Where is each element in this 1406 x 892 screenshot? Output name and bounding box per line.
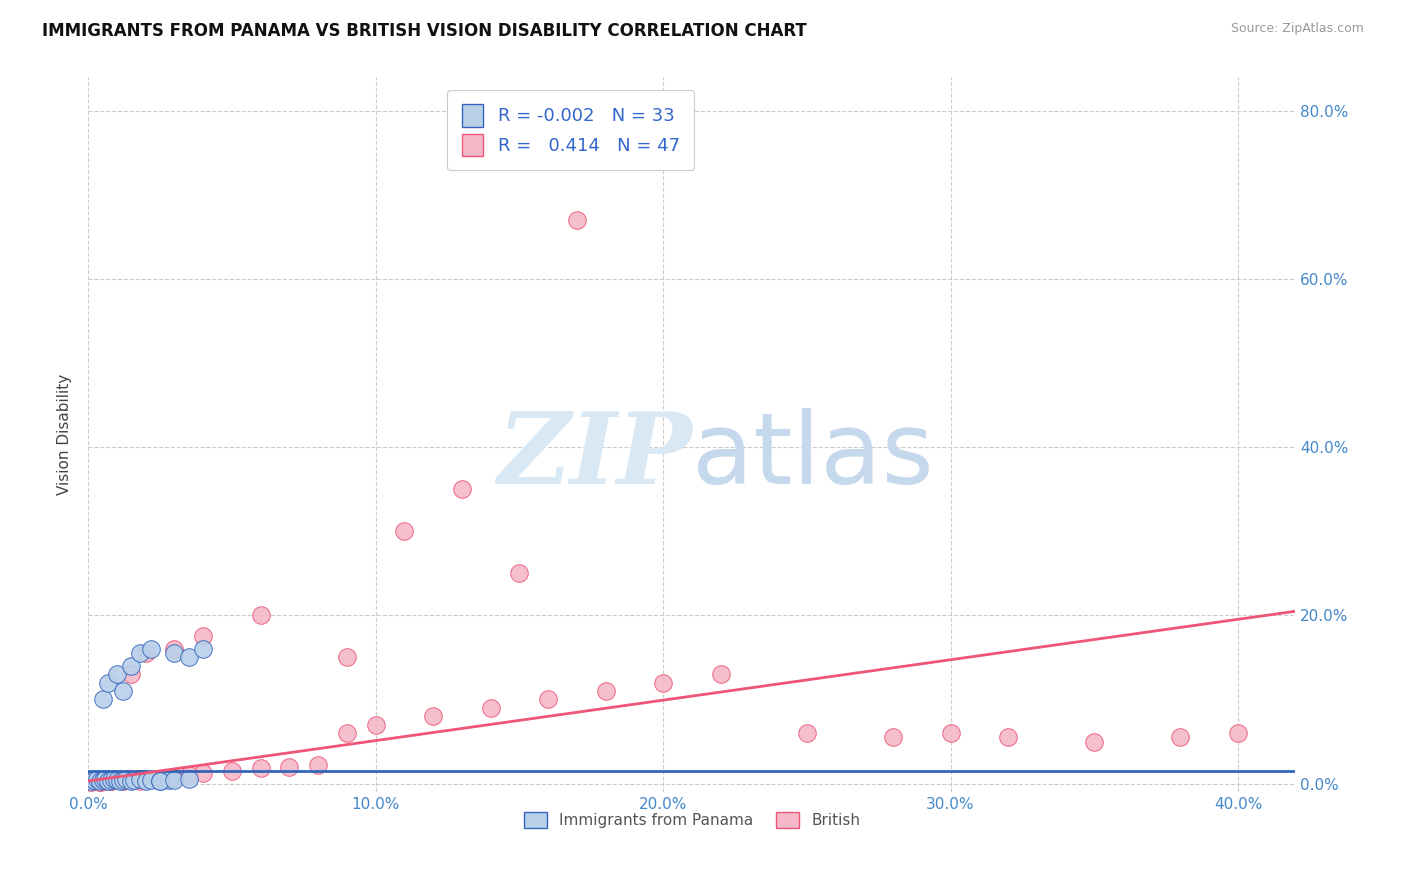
- Point: [709, 667, 731, 681]
- Point: [364, 717, 387, 731]
- Text: ZIP: ZIP: [498, 408, 693, 504]
- Point: [191, 630, 214, 644]
- Point: [94, 772, 117, 787]
- Point: [120, 658, 142, 673]
- Point: [120, 773, 142, 788]
- Point: [128, 772, 150, 787]
- Point: [89, 775, 111, 789]
- Point: [105, 773, 128, 788]
- Point: [997, 731, 1019, 745]
- Point: [394, 524, 416, 539]
- Point: [89, 775, 111, 789]
- Point: [177, 772, 200, 787]
- Point: [249, 608, 271, 623]
- Point: [86, 773, 108, 788]
- Point: [422, 709, 444, 723]
- Point: [122, 773, 145, 788]
- Point: [163, 773, 186, 788]
- Point: [565, 213, 588, 227]
- Point: [595, 684, 617, 698]
- Point: [100, 774, 122, 789]
- Point: [105, 667, 128, 681]
- Point: [91, 773, 114, 788]
- Text: IMMIGRANTS FROM PANAMA VS BRITISH VISION DISABILITY CORRELATION CHART: IMMIGRANTS FROM PANAMA VS BRITISH VISION…: [42, 22, 807, 40]
- Point: [83, 774, 105, 789]
- Point: [191, 642, 214, 657]
- Point: [149, 774, 172, 789]
- Point: [278, 760, 301, 774]
- Point: [508, 566, 530, 581]
- Text: Source: ZipAtlas.com: Source: ZipAtlas.com: [1230, 22, 1364, 36]
- Point: [537, 692, 560, 706]
- Point: [80, 775, 103, 789]
- Point: [939, 726, 962, 740]
- Point: [177, 650, 200, 665]
- Point: [882, 731, 904, 745]
- Point: [652, 675, 675, 690]
- Text: atlas: atlas: [692, 408, 934, 505]
- Point: [120, 667, 142, 681]
- Point: [1226, 726, 1249, 740]
- Point: [111, 773, 134, 788]
- Point: [149, 772, 172, 786]
- Point: [450, 483, 472, 497]
- Legend: Immigrants from Panama, British: Immigrants from Panama, British: [517, 806, 866, 834]
- Point: [141, 773, 163, 788]
- Point: [97, 774, 120, 789]
- Point: [163, 770, 186, 784]
- Point: [141, 642, 163, 657]
- Point: [100, 773, 122, 788]
- Point: [128, 646, 150, 660]
- Point: [177, 768, 200, 782]
- Point: [336, 726, 359, 740]
- Point: [796, 726, 818, 740]
- Point: [135, 646, 157, 660]
- Point: [221, 764, 243, 778]
- Point: [149, 774, 172, 789]
- Y-axis label: Vision Disability: Vision Disability: [58, 374, 72, 495]
- Point: [91, 774, 114, 789]
- Point: [479, 701, 502, 715]
- Point: [249, 761, 271, 775]
- Point: [128, 774, 150, 789]
- Point: [336, 650, 359, 665]
- Point: [86, 772, 108, 787]
- Point: [135, 774, 157, 789]
- Point: [1170, 731, 1192, 745]
- Point: [80, 774, 103, 789]
- Point: [97, 675, 120, 690]
- Point: [83, 773, 105, 788]
- Point: [103, 772, 125, 787]
- Point: [89, 774, 111, 789]
- Point: [163, 646, 186, 660]
- Point: [111, 774, 134, 789]
- Point: [307, 758, 329, 772]
- Point: [120, 774, 142, 789]
- Point: [114, 772, 136, 787]
- Point: [1083, 734, 1105, 748]
- Point: [163, 642, 186, 657]
- Point: [108, 774, 131, 789]
- Point: [91, 692, 114, 706]
- Point: [100, 774, 122, 789]
- Point: [111, 684, 134, 698]
- Point: [94, 773, 117, 788]
- Point: [157, 773, 180, 788]
- Point: [135, 772, 157, 787]
- Point: [105, 773, 128, 788]
- Point: [191, 766, 214, 780]
